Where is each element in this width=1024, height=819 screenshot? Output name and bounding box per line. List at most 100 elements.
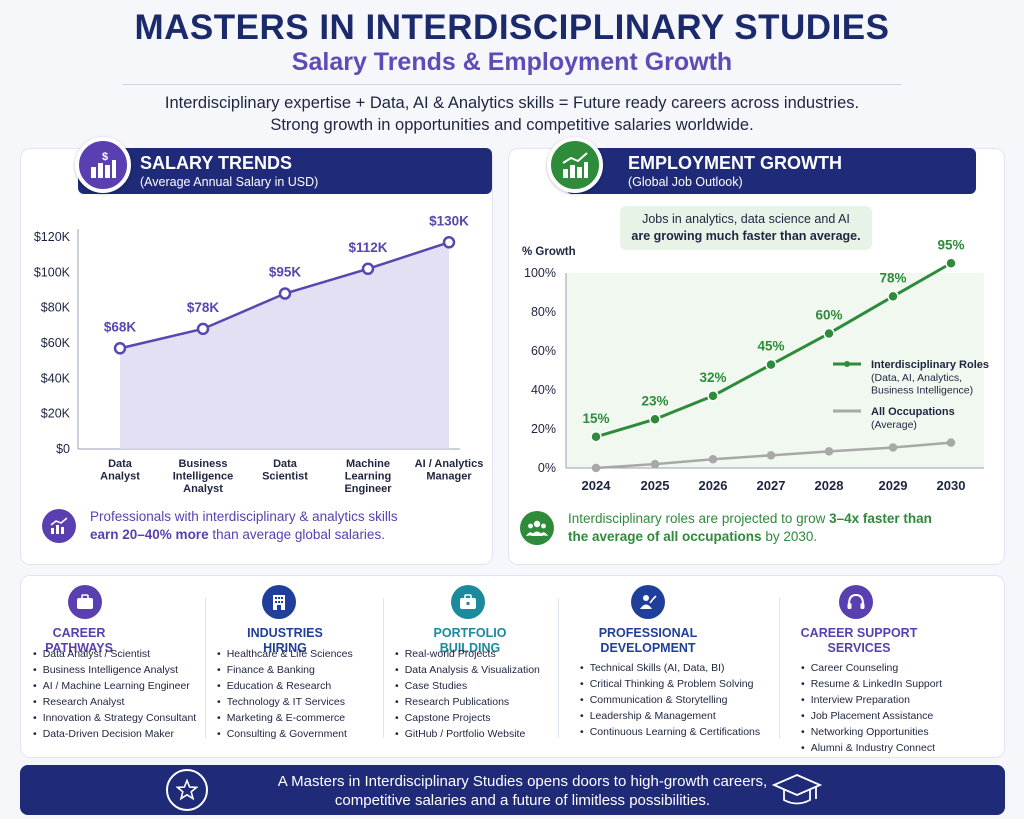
list-item: Healthcare & Life Sciences — [217, 646, 353, 662]
list-item: Research Analyst — [33, 694, 196, 710]
closing-message-line1: A Masters in Interdisciplinary Studies o… — [277, 773, 768, 790]
x-tick-label: 2029 — [879, 478, 908, 493]
legend-swatch-dot — [844, 361, 850, 367]
salary-point — [196, 322, 210, 336]
x-tick-label: 2030 — [937, 478, 966, 493]
salary-data-label: $95K — [269, 265, 302, 280]
graduation-cap-icon — [772, 774, 822, 805]
list-item: Data-Driven Decision Maker — [33, 726, 196, 742]
career-support-title-line2: SERVICES — [827, 641, 891, 655]
y-tick-label: $0 — [56, 442, 70, 456]
series-point-0 — [590, 431, 602, 443]
list-item: Career Counseling — [801, 660, 942, 676]
growth-data-label: 78% — [879, 270, 906, 285]
building-icon — [262, 585, 296, 619]
legend-label-detail: Business Intelligence) — [871, 385, 973, 397]
y-tick-label: 20% — [531, 422, 556, 436]
people-group-icon — [520, 511, 554, 545]
career-support-title-line1: CAREER SUPPORT — [800, 626, 918, 640]
x-category-label: Data — [108, 458, 133, 470]
intro-text: Interdisciplinary expertise + Data, AI &… — [0, 92, 1024, 136]
salary-footnote-line1: Professionals with interdisciplinary & a… — [90, 509, 398, 524]
salary-trends-subtitle: (Average Annual Salary in USD) — [140, 175, 319, 189]
growth-footnote: Interdisciplinary roles are projected to… — [520, 510, 938, 546]
salary-footnote-end: than average global salaries. — [208, 527, 385, 542]
professional-development-title-line1: PROFESSIONAL — [598, 626, 698, 640]
column-divider — [205, 598, 206, 738]
portfolio-building-list: Real-world Projects Data Analysis & Visu… — [395, 646, 540, 742]
series-point-0 — [649, 413, 661, 425]
professional-development-title: PROFESSIONAL DEVELOPMENT — [580, 626, 716, 656]
career-pathways-column: CAREER PATHWAYS Data Analyst / Scientist… — [21, 576, 204, 759]
series-point-0 — [707, 390, 719, 402]
list-item: Interview Preparation — [801, 692, 942, 708]
x-tick-label: 2024 — [582, 478, 612, 493]
professional-development-list: Technical Skills (AI, Data, BI) Critical… — [580, 660, 760, 740]
legend-label-detail: (Average) — [871, 419, 917, 431]
y-tick-label: $20K — [41, 407, 71, 421]
list-item: Real-world Projects — [395, 646, 540, 662]
growth-callout: Jobs in analytics, data science and AI a… — [620, 206, 872, 250]
series-point-0 — [765, 358, 777, 371]
series-point-0 — [945, 257, 957, 269]
industries-hiring-column: INDUSTRIES HIRING Healthcare & Life Scie… — [207, 576, 383, 759]
x-category-label: Machine — [346, 458, 390, 470]
series-point-0 — [887, 290, 899, 303]
page-title: MASTERS IN INTERDISCIPLINARY STUDIES — [134, 8, 890, 47]
series-point-1 — [708, 454, 718, 464]
x-category-label: Engineer — [344, 483, 392, 495]
series-point-1 — [946, 438, 956, 447]
salary-area-fill — [120, 242, 449, 449]
salary-point — [361, 262, 375, 276]
y-tick-label: $40K — [41, 371, 71, 385]
series-point-1 — [766, 451, 776, 460]
list-item: Technical Skills (AI, Data, BI) — [580, 660, 760, 676]
svg-text:$: $ — [102, 151, 108, 163]
x-category-label: Data — [273, 458, 298, 470]
career-support-title: CAREER SUPPORT SERVICES — [791, 626, 927, 656]
x-category-label: AI / Analytics — [415, 458, 484, 470]
salary-data-label: $68K — [104, 319, 137, 334]
list-item: Capstone Projects — [395, 710, 540, 726]
y-tick-label: $80K — [41, 301, 71, 315]
x-category-label: Scientist — [262, 471, 308, 483]
x-tick-label: 2028 — [815, 478, 844, 493]
legend-label-detail: (Data, AI, Analytics, — [871, 372, 962, 384]
employment-growth-subtitle: (Global Job Outlook) — [628, 175, 743, 189]
closing-banner: A Masters in Interdisciplinary Studies o… — [20, 765, 1005, 815]
growth-footnote-start: Interdisciplinary roles are projected to… — [568, 511, 830, 526]
growth-data-label: 15% — [582, 411, 609, 426]
headset-icon — [839, 585, 873, 619]
salary-data-label: $78K — [187, 300, 220, 315]
salary-point — [442, 236, 456, 249]
list-item: Data Analyst / Scientist — [33, 646, 196, 662]
employment-growth-header: EMPLOYMENT GROWTH (Global Job Outlook) — [566, 148, 976, 194]
career-support-column: CAREER SUPPORT SERVICES Career Counselin… — [781, 576, 1003, 759]
growth-callout-line2: are growing much faster than average. — [631, 229, 861, 243]
list-item: Networking Opportunities — [801, 724, 942, 740]
x-category-label: Analyst — [183, 483, 223, 495]
growth-callout-line1: Jobs in analytics, data science and AI — [642, 212, 850, 226]
list-item: Resume & LinkedIn Support — [801, 676, 942, 692]
employment-growth-title: EMPLOYMENT GROWTH — [628, 153, 842, 173]
x-tick-label: 2027 — [757, 478, 786, 493]
x-category-label: Manager — [426, 471, 472, 483]
list-item: Marketing & E-commerce — [217, 710, 353, 726]
professional-development-column: PROFESSIONAL DEVELOPMENT Technical Skill… — [560, 576, 778, 759]
series-point-1 — [888, 443, 898, 452]
page-subtitle: Salary Trends & Employment Growth — [291, 48, 733, 76]
list-item: Innovation & Strategy Consultant — [33, 710, 197, 726]
person-chart-icon — [631, 585, 665, 619]
y-tick-label: $100K — [34, 265, 71, 279]
salary-footnote-bold: earn 20–40% more — [90, 527, 209, 542]
title-divider — [122, 84, 902, 85]
closing-message: A Masters in Interdisciplinary Studies o… — [210, 772, 835, 810]
list-item: Alumni & Industry Connect — [801, 740, 942, 756]
list-item: Case Studies — [395, 678, 540, 694]
series-point-1 — [650, 459, 660, 469]
growth-chart-icon — [547, 137, 603, 193]
y-tick-label: $120K — [34, 230, 71, 244]
growth-footnote-end: by 2030. — [761, 529, 818, 544]
intro-line-1: Interdisciplinary expertise + Data, AI &… — [164, 94, 860, 112]
